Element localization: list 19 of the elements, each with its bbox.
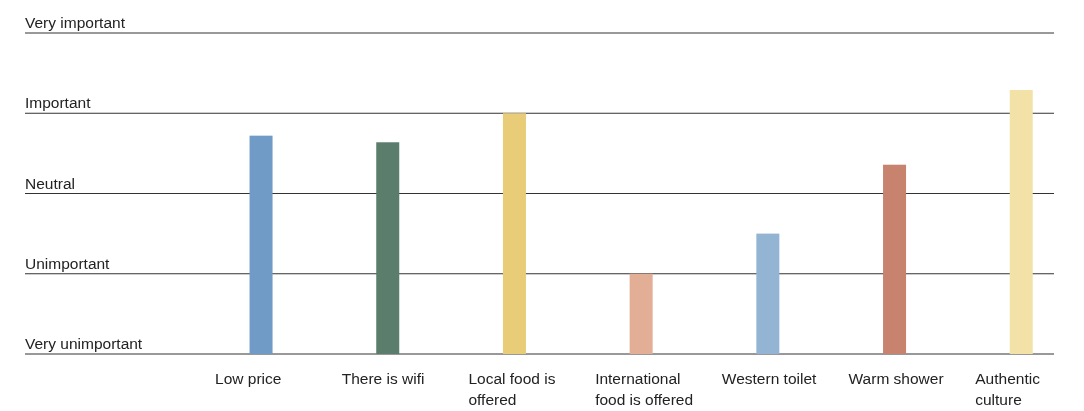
bar <box>629 273 653 354</box>
bar <box>376 142 400 354</box>
bar <box>1009 90 1033 354</box>
bar <box>883 164 907 354</box>
bar <box>756 233 780 354</box>
x-tick-label: There is wifi <box>341 370 425 387</box>
x-tick-label: Warm shower <box>848 370 944 387</box>
x-tick-label: Western toilet <box>721 370 818 387</box>
bar <box>249 135 273 354</box>
x-tick-label: Authentic culture <box>975 370 1041 408</box>
x-tick-label: Low price <box>215 370 282 387</box>
text: Very important <box>25 14 126 31</box>
text: Important <box>25 94 92 112</box>
x-tick-label: International food is offered <box>595 370 694 408</box>
bar <box>502 113 526 354</box>
text: Very unimportant <box>25 335 143 352</box>
text: Unimportant <box>25 254 111 272</box>
text: Neutral <box>25 174 75 192</box>
x-tick-label: Local food is offered <box>468 370 556 408</box>
